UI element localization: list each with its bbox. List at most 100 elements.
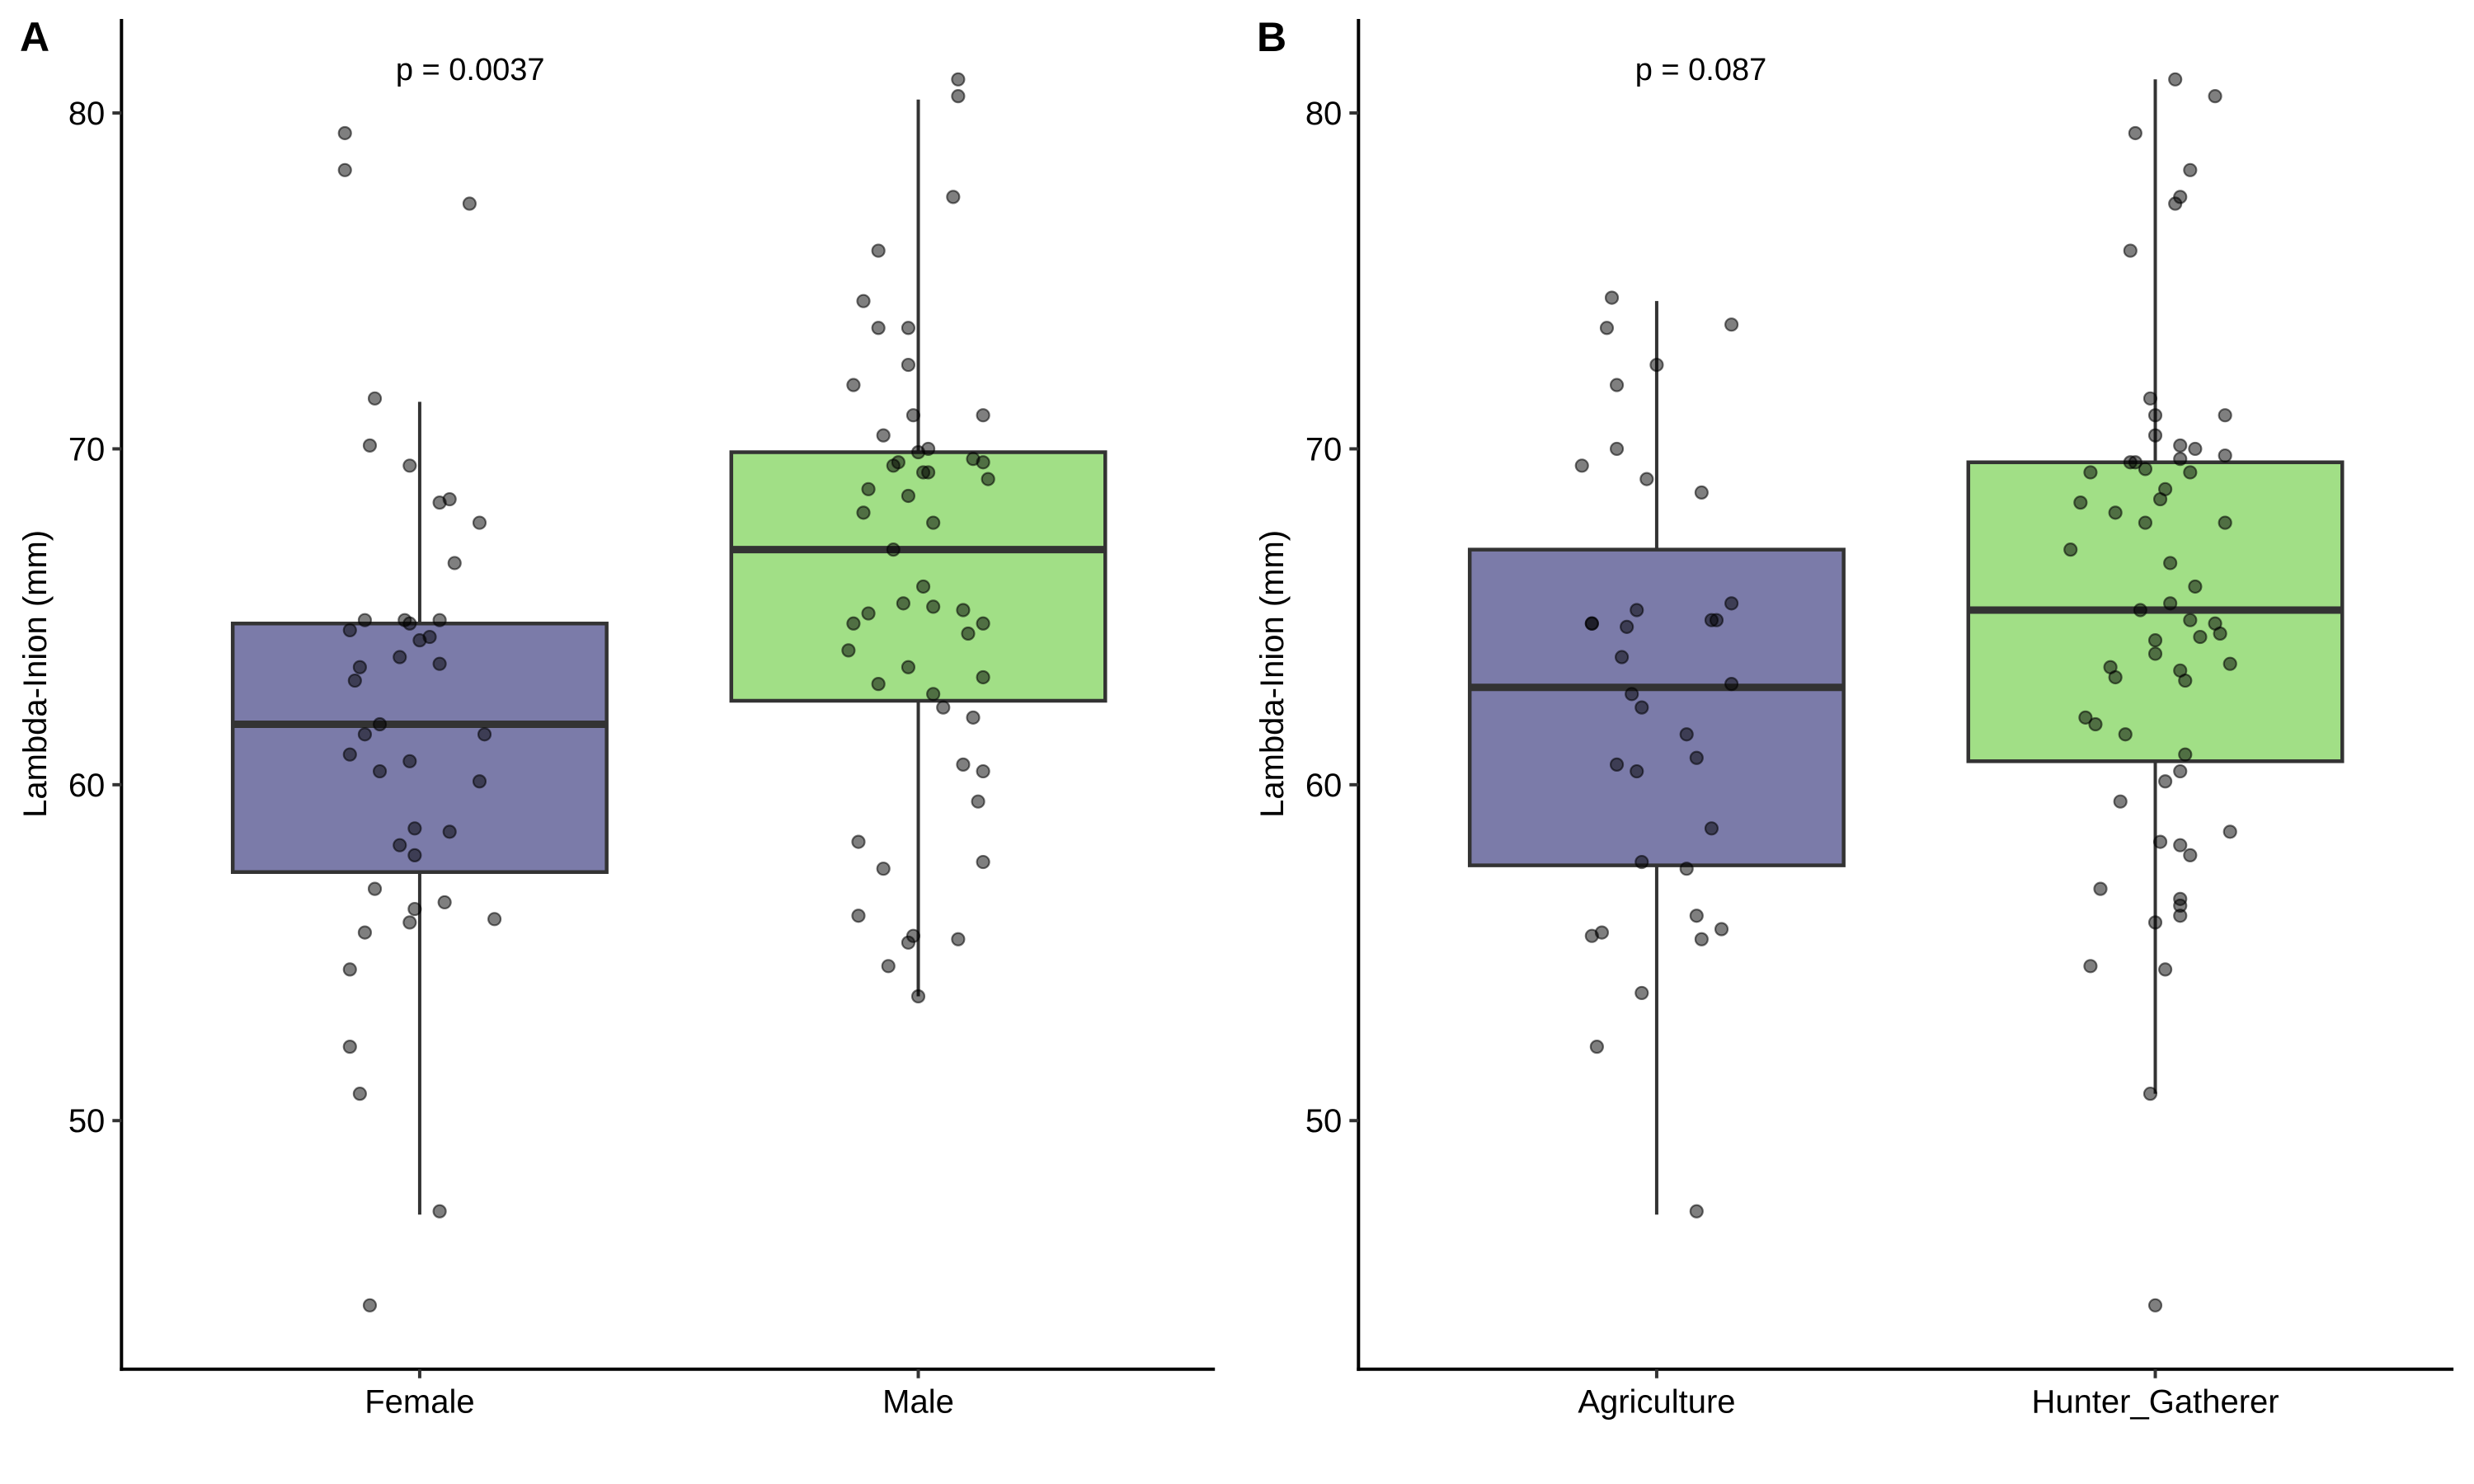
data-point xyxy=(2158,774,2173,789)
data-point xyxy=(2133,603,2147,618)
panel-b: Bp = 0.087 Lambda-Inion (mm) 50 60 70 80 Agric… xyxy=(1254,14,2454,1421)
data-point xyxy=(876,428,891,443)
data-point xyxy=(2128,125,2142,141)
y-axis-title: Lambda-Inion (mm) xyxy=(17,530,54,818)
data-point xyxy=(871,243,886,258)
y-axis-title: Lambda-Inion (mm) xyxy=(1254,530,1291,818)
data-point xyxy=(2147,1298,2163,1313)
data-point xyxy=(1634,854,1649,870)
data-point xyxy=(362,438,378,453)
data-point xyxy=(342,962,357,977)
data-point xyxy=(352,660,367,674)
data-point xyxy=(1679,862,1694,876)
data-point xyxy=(1609,441,1625,457)
box-agriculture xyxy=(1467,547,1846,867)
data-point xyxy=(2173,838,2188,852)
data-point xyxy=(901,357,916,373)
y-tick-label: 70 xyxy=(68,431,106,467)
data-point xyxy=(477,727,492,742)
data-point xyxy=(976,455,990,470)
data-point xyxy=(1604,290,1620,305)
data-point xyxy=(1649,357,1664,373)
data-point xyxy=(337,125,352,141)
data-point xyxy=(881,959,896,974)
data-point xyxy=(402,458,417,473)
data-point xyxy=(1689,750,1704,765)
data-point xyxy=(966,710,981,725)
y-tick-label: 50 xyxy=(68,1103,106,1139)
data-point xyxy=(1714,922,1729,937)
data-point xyxy=(915,579,931,594)
data-point xyxy=(347,673,362,688)
data-point xyxy=(1694,485,1709,500)
data-point xyxy=(1704,821,1719,836)
data-point xyxy=(886,542,901,557)
data-point xyxy=(2218,515,2232,530)
data-point xyxy=(901,321,916,336)
data-point xyxy=(1625,687,1639,702)
data-point xyxy=(2083,465,2098,480)
data-point xyxy=(2222,824,2237,839)
data-point xyxy=(951,89,966,104)
data-point xyxy=(971,794,985,809)
data-point xyxy=(407,848,422,862)
data-point xyxy=(2183,848,2198,862)
y-tick-label: 80 xyxy=(68,96,106,132)
data-point xyxy=(1724,677,1739,692)
data-point xyxy=(2152,834,2168,849)
panel-label: A xyxy=(20,14,49,60)
data-point xyxy=(342,622,357,638)
data-point xyxy=(393,838,407,852)
data-point xyxy=(1620,619,1634,634)
x-tick-label: Male xyxy=(882,1384,954,1421)
data-point xyxy=(1599,321,1615,336)
data-point xyxy=(2147,428,2163,443)
data-point xyxy=(2088,716,2103,732)
data-point xyxy=(1634,700,1649,715)
data-point xyxy=(367,391,383,406)
data-point xyxy=(462,196,477,211)
data-point xyxy=(956,757,971,772)
y-tick-label: 60 xyxy=(68,768,106,804)
data-point xyxy=(956,603,971,618)
data-point xyxy=(2218,408,2232,423)
data-point xyxy=(2173,452,2188,467)
data-point xyxy=(2073,495,2088,510)
data-point xyxy=(856,294,871,308)
data-point xyxy=(2147,646,2163,661)
y-tick-label: 50 xyxy=(1305,1103,1343,1139)
panel-label: B xyxy=(1257,14,1286,60)
panel-a: Ap = 0.0037 Lambda-Inion (mm) 50 60 70 80 Fema… xyxy=(17,14,1216,1421)
data-point xyxy=(2208,89,2222,104)
data-point xyxy=(2193,629,2208,645)
data-point xyxy=(2147,408,2163,423)
data-point xyxy=(1589,1040,1604,1054)
data-point xyxy=(1630,763,1644,779)
data-point xyxy=(1724,317,1739,332)
data-point xyxy=(2173,438,2188,453)
data-point xyxy=(1584,616,1599,631)
data-point xyxy=(976,408,990,423)
data-point xyxy=(2158,962,2173,977)
data-point xyxy=(2108,669,2123,685)
data-point xyxy=(393,650,407,665)
data-point xyxy=(2118,727,2133,742)
data-point xyxy=(981,472,995,486)
data-point xyxy=(841,643,856,658)
data-point xyxy=(1639,472,1654,486)
data-point xyxy=(951,932,966,946)
data-point xyxy=(976,669,990,685)
data-point xyxy=(2142,1087,2158,1101)
data-point xyxy=(402,915,417,930)
data-point xyxy=(2218,448,2232,463)
data-point xyxy=(432,495,447,510)
data-point xyxy=(2063,542,2078,557)
data-point xyxy=(372,716,388,732)
x-tick-label: Female xyxy=(365,1384,474,1421)
data-point xyxy=(876,862,891,876)
data-point xyxy=(2138,515,2153,530)
data-point xyxy=(1630,603,1644,618)
data-point xyxy=(1609,378,1625,392)
data-point xyxy=(851,909,866,923)
